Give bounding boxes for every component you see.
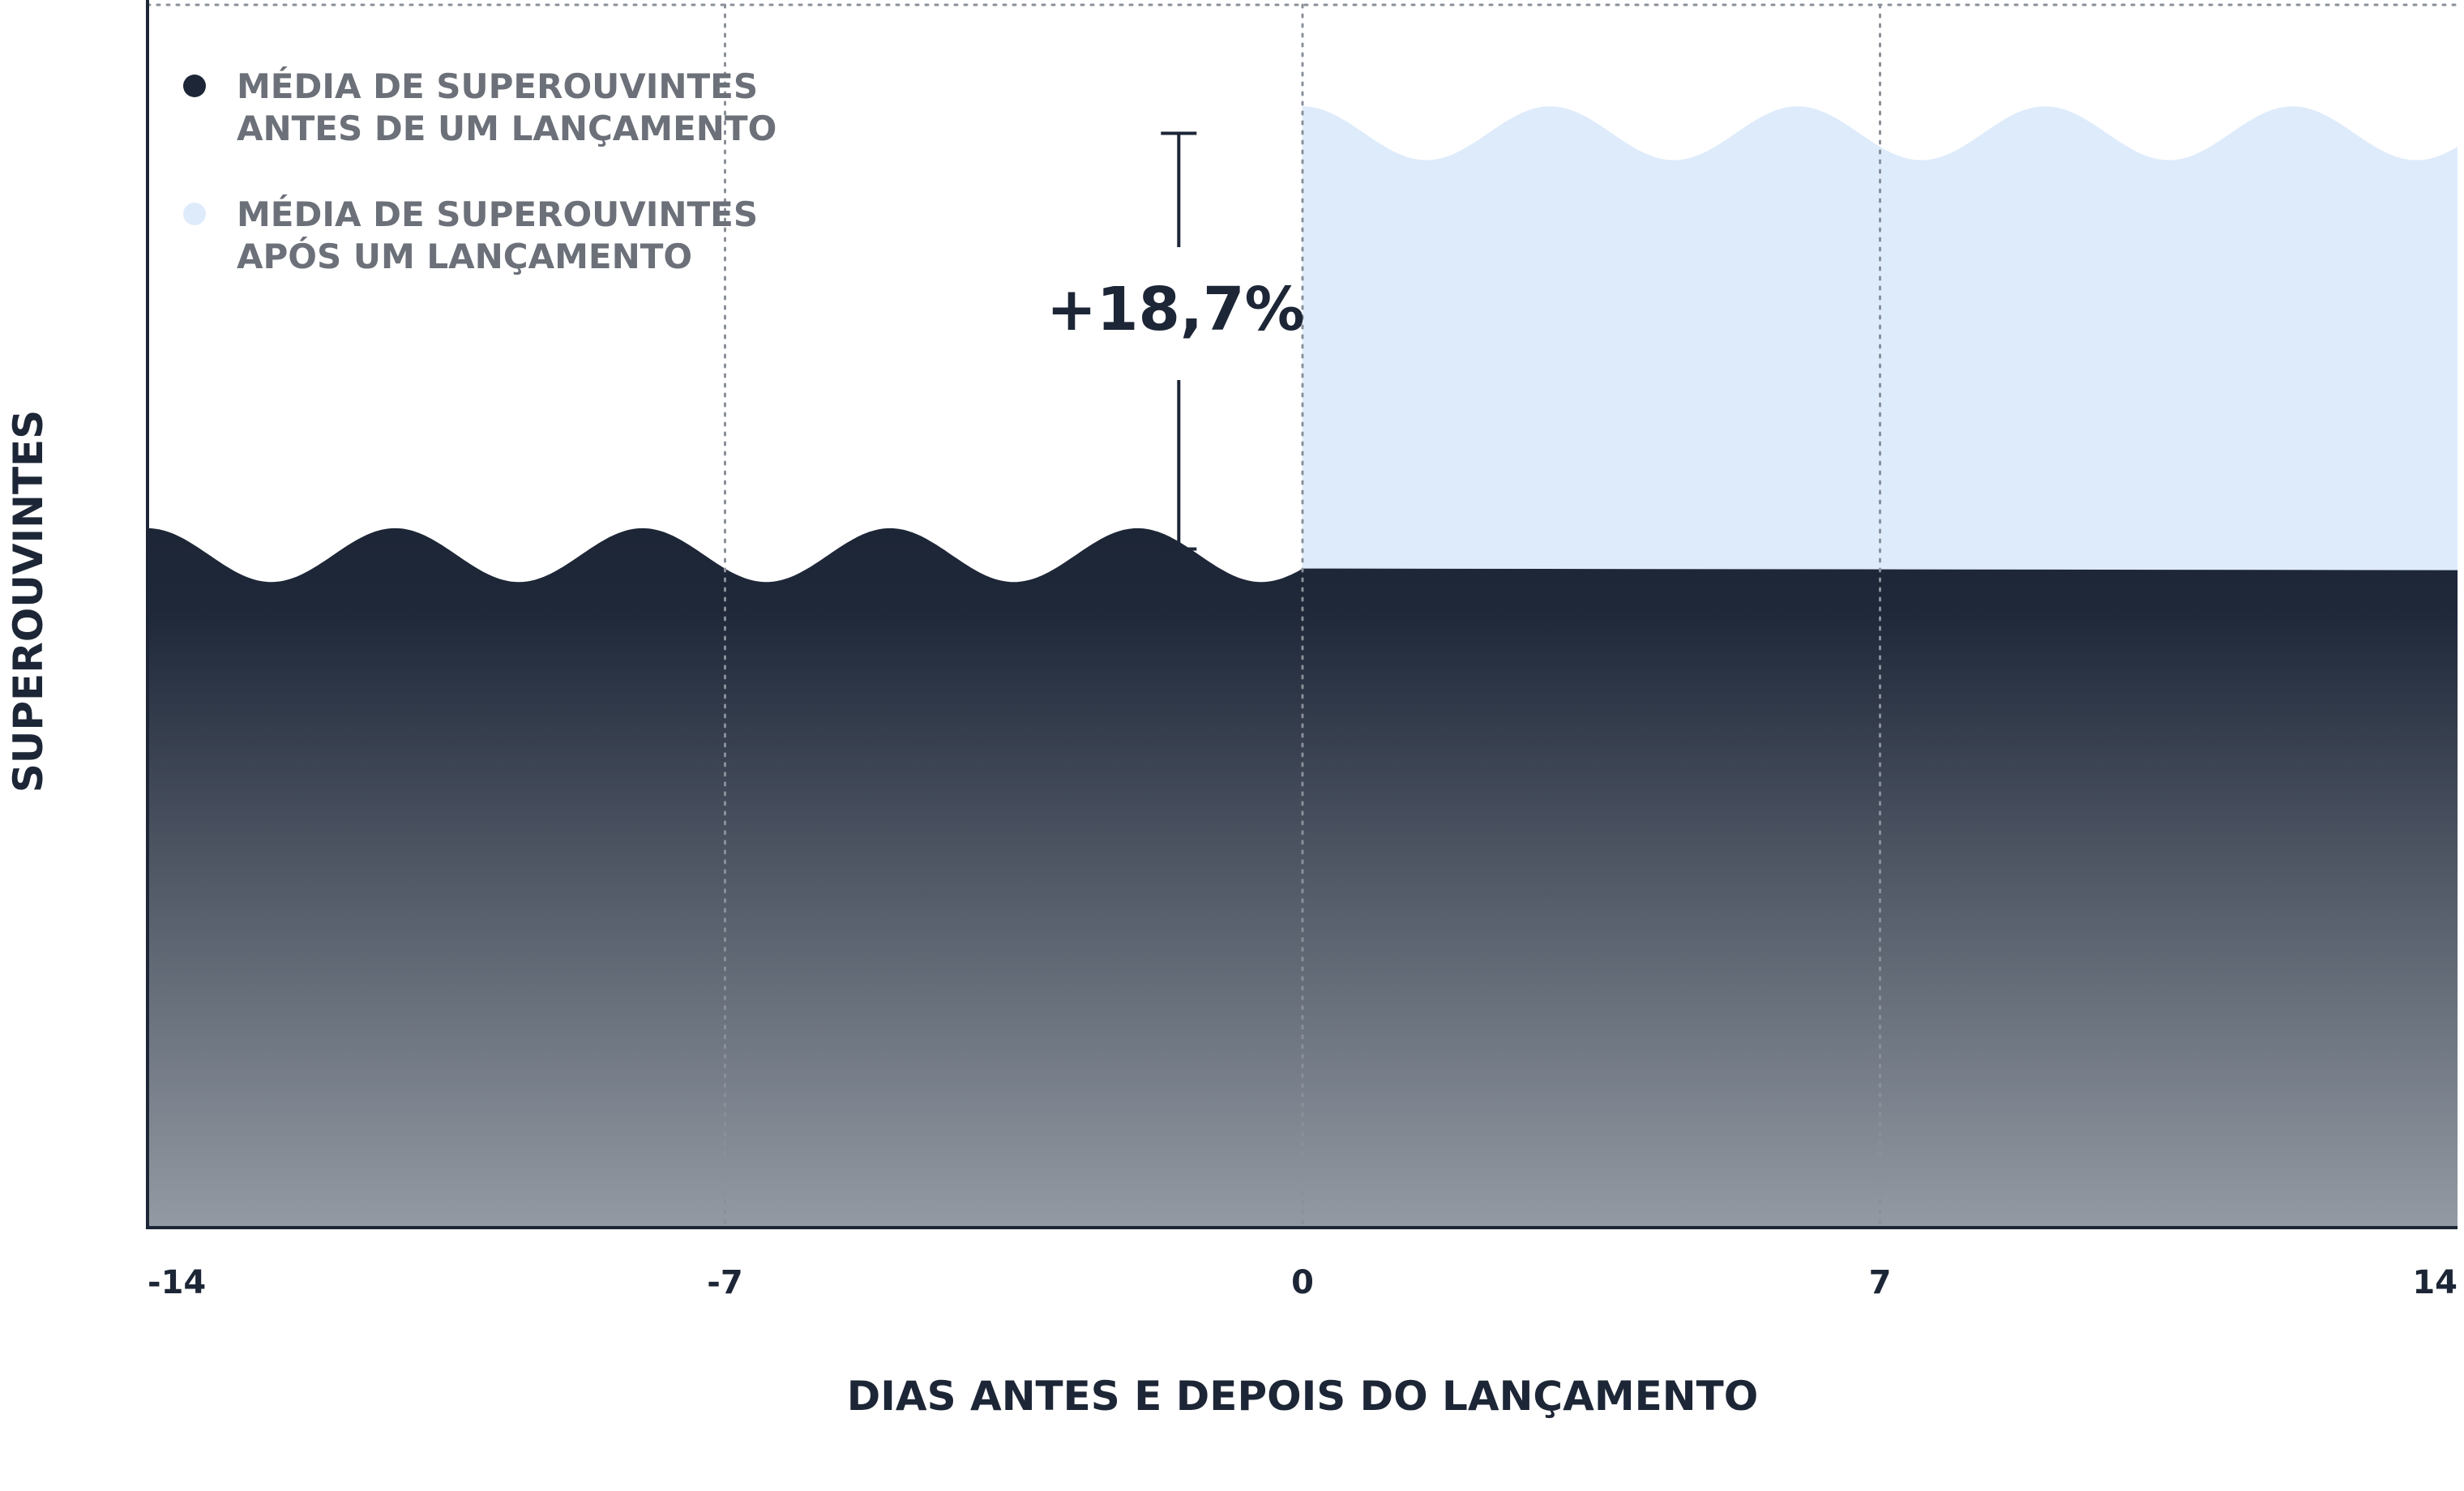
legend-marker <box>183 203 206 225</box>
legend-label: MÉDIA DE SUPEROUVINTES <box>237 66 758 106</box>
legend-label: APÓS UM LANÇAMENTO <box>237 236 692 276</box>
y-axis-label: SUPEROUVINTES <box>5 410 52 792</box>
growth-annotation: +18,7% <box>1046 131 1305 551</box>
x-tick-label: 0 <box>1291 1264 1314 1301</box>
x-tick-label: -14 <box>148 1264 206 1301</box>
x-axis-label: DIAS ANTES E DEPOIS DO LANÇAMENTO <box>847 1373 1758 1420</box>
x-tick-labels: -14 -7 0 7 14 <box>148 1264 2458 1301</box>
vertical-gridlines <box>724 3 1881 1229</box>
x-tick-label: 7 <box>1869 1264 1892 1301</box>
area-series-before-launch <box>148 528 2458 1228</box>
legend-label: MÉDIA DE SUPEROUVINTES <box>237 194 758 234</box>
annotation-label: +18,7% <box>1046 275 1305 344</box>
legend-marker <box>183 75 206 97</box>
x-tick-label: 14 <box>2412 1264 2458 1301</box>
legend-label: ANTES DE UM LANÇAMENTO <box>237 109 776 148</box>
x-tick-label: -7 <box>707 1264 742 1301</box>
